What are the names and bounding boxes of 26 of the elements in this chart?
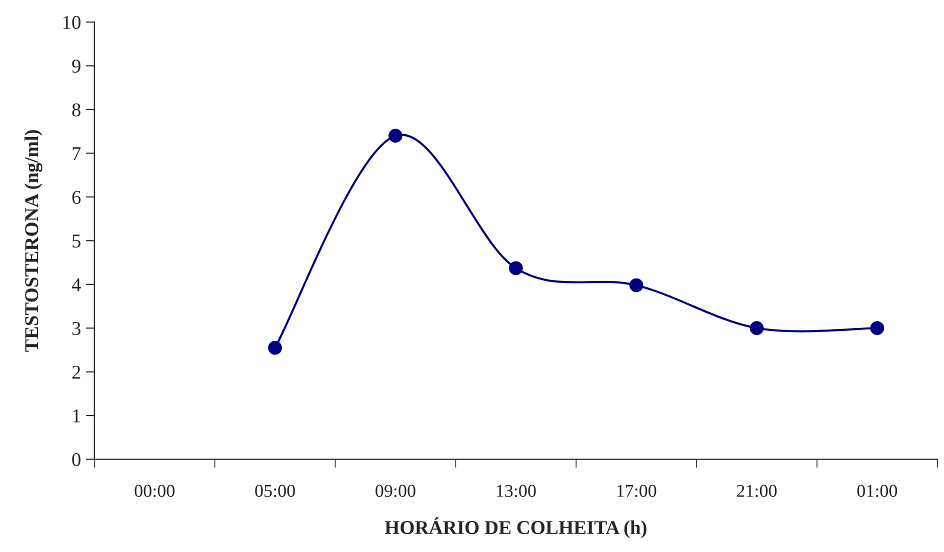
x-axis-title: HORÁRIO DE COLHEITA (h) [384, 517, 646, 538]
y-tick-label: 0 [72, 453, 80, 466]
x-tick-label: 21:00 [736, 484, 777, 498]
point [508, 261, 523, 276]
x-tick-label: 05:00 [255, 484, 295, 498]
x-tick-label: 00:00 [134, 484, 174, 498]
y-tick-label: 8 [72, 103, 80, 116]
y-tick-label: 10 [63, 16, 80, 30]
point [388, 128, 402, 143]
y-tick-label: 1 [73, 409, 80, 422]
y-tick-label: 9 [72, 60, 80, 73]
x-tick-label: 13:00 [496, 484, 536, 498]
y-tick-label: 4 [72, 278, 81, 292]
x-tick-label: 01:00 [857, 484, 898, 498]
x-tick-label: 09:00 [376, 484, 416, 498]
y-axis-title: TESTOSTERONA (ng/ml) [24, 130, 42, 352]
y-tick-label: 3 [72, 322, 80, 336]
y-tick-label: 5 [72, 234, 80, 248]
y-tick-label: 7 [72, 147, 81, 160]
y-tick-label: 2 [72, 366, 80, 379]
x-tick-label: 17:00 [617, 484, 656, 498]
point [870, 321, 884, 336]
y-tick-label: 6 [72, 190, 81, 204]
point [268, 340, 282, 355]
point [629, 278, 644, 292]
point [750, 321, 764, 336]
